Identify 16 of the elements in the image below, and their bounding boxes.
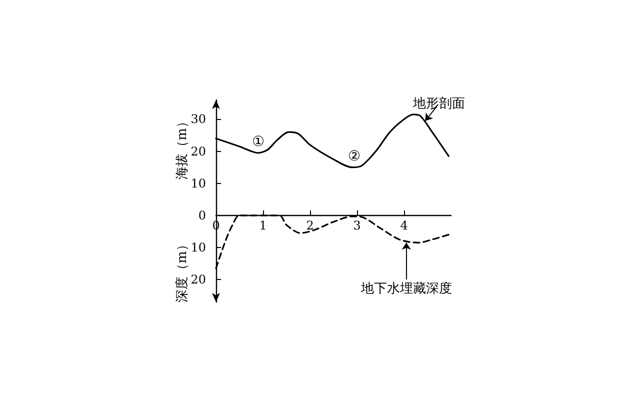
y-tick-label: 20 (190, 144, 206, 158)
y-tick-label: 10 (190, 240, 206, 254)
annotation: ① (252, 134, 265, 150)
x-tick-label: 3 (353, 218, 361, 232)
y-tick-label: 10 (190, 176, 206, 190)
y-axis-title: 海拔（m） (175, 115, 190, 180)
y-tick-label: 0 (198, 208, 206, 222)
annotation: ② (348, 148, 362, 164)
y-tick-label: 30 (190, 112, 206, 126)
x-tick-label: 2 (306, 218, 314, 232)
y-tick-label: 20 (190, 272, 206, 287)
annotation: 地下水埋藏深度 (360, 280, 452, 297)
text: 深度（m） (174, 238, 190, 302)
x-tick-label: 1 (259, 218, 267, 232)
annotation: 地形剖面 (412, 96, 465, 112)
x-tick-label: 4 (400, 218, 408, 232)
